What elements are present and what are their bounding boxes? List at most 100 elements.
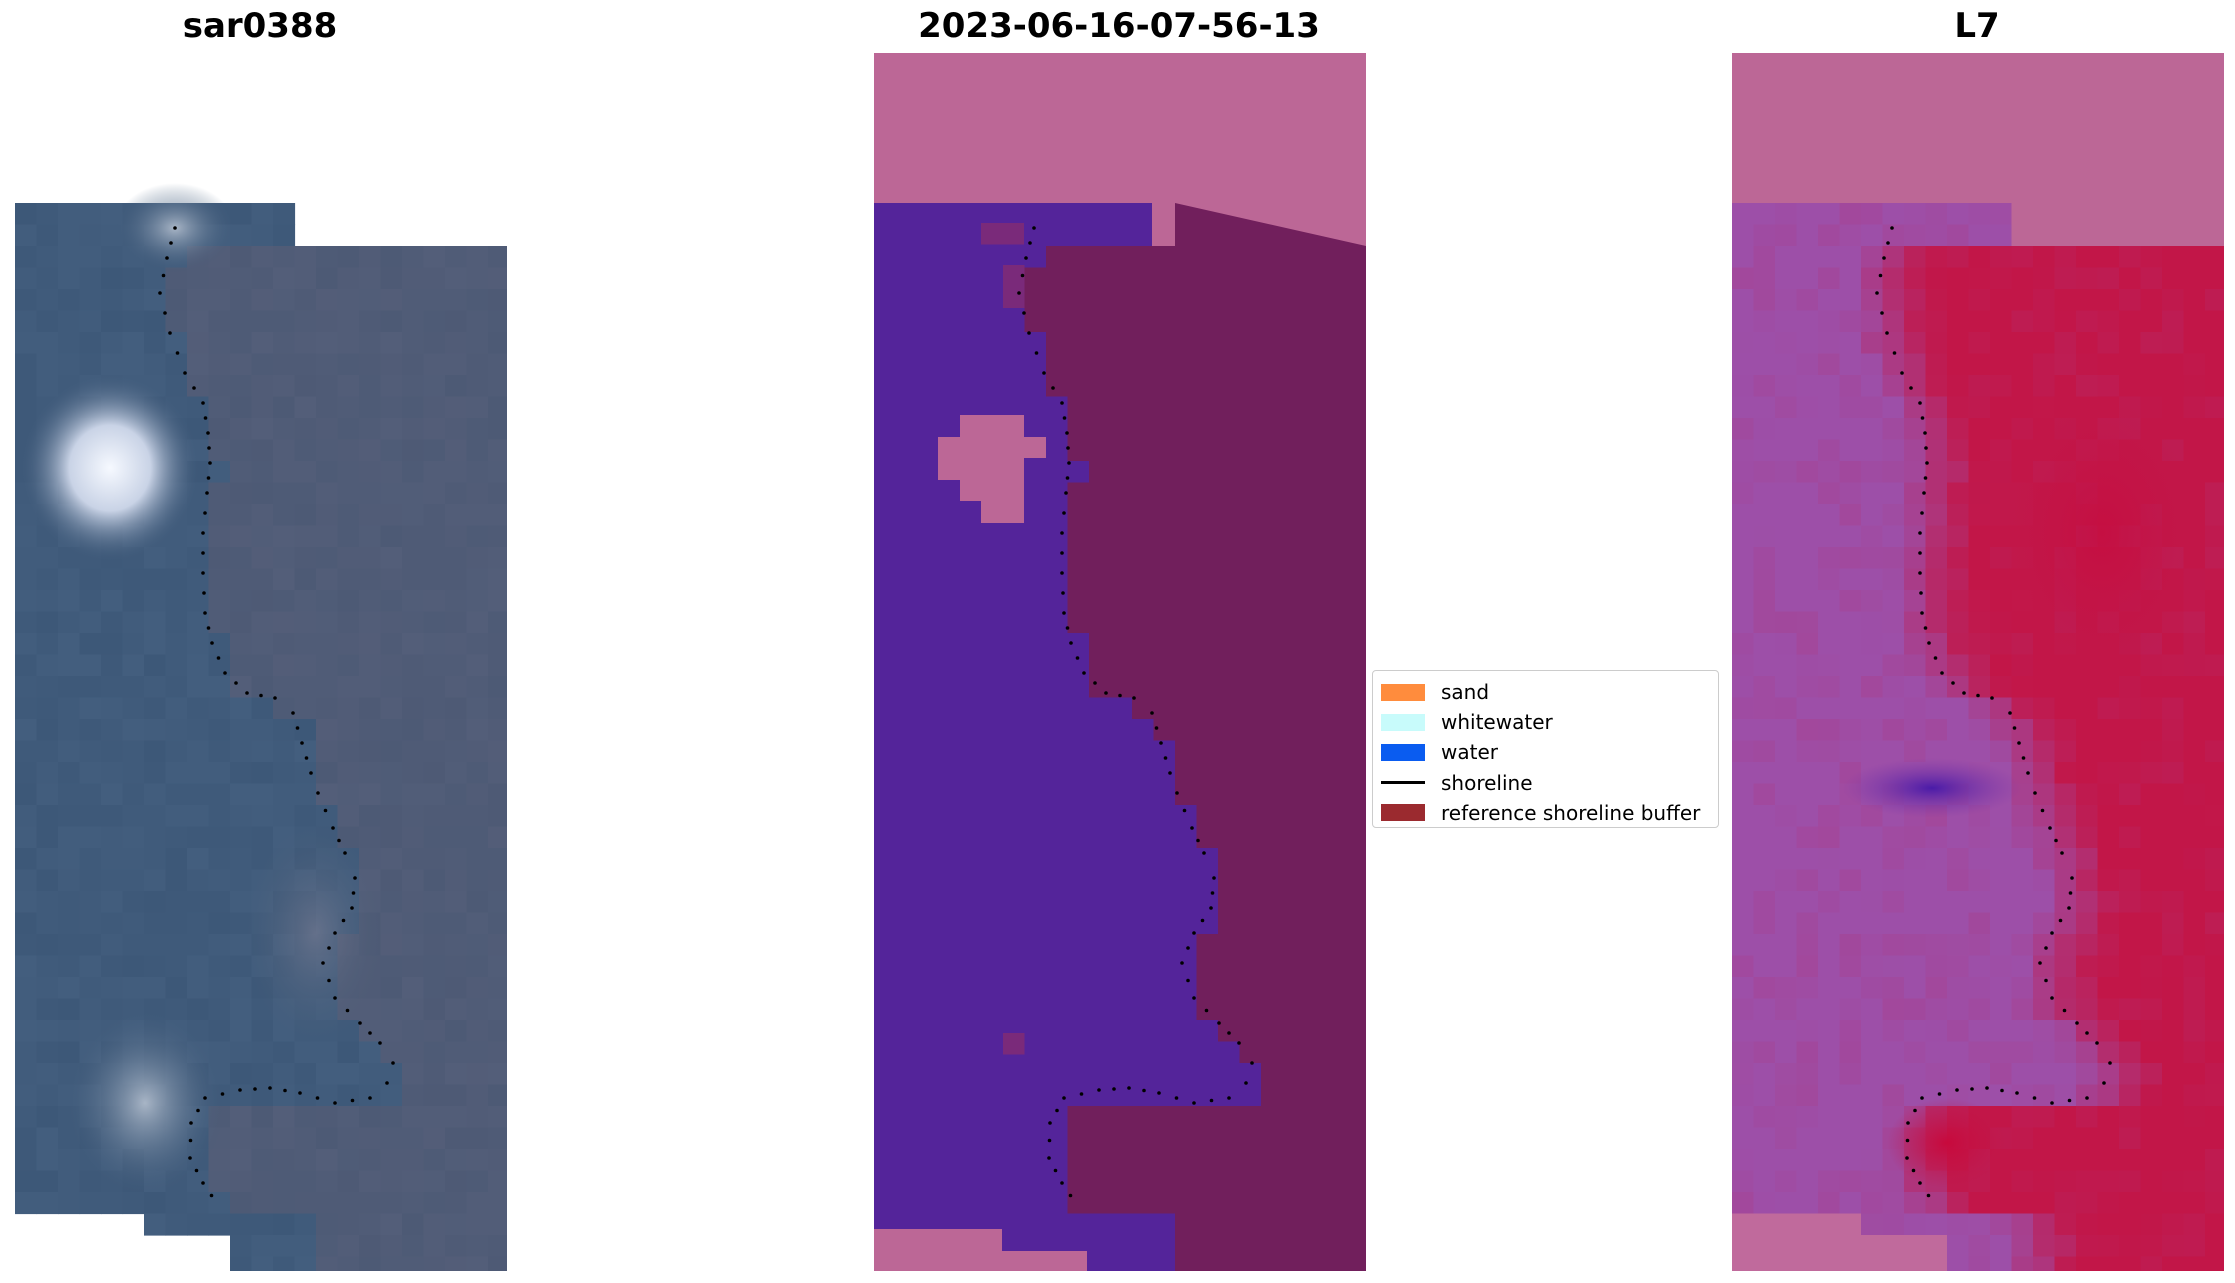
image-pixel xyxy=(2205,461,2224,484)
image-pixel xyxy=(1796,1041,1819,1064)
shoreline-point xyxy=(1061,591,1065,595)
image-pixel xyxy=(1904,719,1927,742)
image-pixel xyxy=(165,912,188,935)
shoreline-dots xyxy=(158,226,395,1198)
image-pixel xyxy=(208,418,231,441)
image-pixel xyxy=(2097,1063,2120,1086)
image-pixel xyxy=(1818,998,1841,1021)
image-pixel xyxy=(1968,547,1991,570)
image-pixel xyxy=(2162,1149,2185,1172)
image-pixel xyxy=(1796,1170,1819,1193)
shoreline-point xyxy=(1028,241,1032,245)
shoreline-point xyxy=(1060,401,1064,405)
image-pixel xyxy=(1818,1192,1841,1215)
image-pixel xyxy=(251,246,274,269)
image-pixel xyxy=(2119,1170,2142,1193)
shoreline-point xyxy=(1065,476,1070,480)
image-pixel xyxy=(488,504,507,527)
image-pixel xyxy=(2140,1020,2163,1043)
image-pixel xyxy=(1732,848,1755,871)
shoreline-point xyxy=(1163,756,1168,760)
image-pixel xyxy=(337,525,360,548)
image-pixel xyxy=(36,1170,59,1193)
image-pixel xyxy=(1968,633,1991,656)
image-pixel xyxy=(1990,912,2013,935)
image-pixel xyxy=(58,912,81,935)
image-pixel xyxy=(1796,396,1819,419)
image-pixel xyxy=(1882,568,1905,591)
image-pixel xyxy=(79,869,102,892)
image-pixel xyxy=(2140,1084,2163,1107)
shoreline-point xyxy=(1174,1096,1179,1100)
image-pixel xyxy=(2140,740,2163,763)
image-pixel xyxy=(466,439,489,462)
image-pixel xyxy=(208,461,231,484)
image-pixel xyxy=(1753,611,1776,634)
image-pixel xyxy=(1925,547,1948,570)
image-pixel xyxy=(1796,482,1819,505)
nodata-pixel xyxy=(1775,1213,1798,1236)
image-pixel xyxy=(2076,697,2099,720)
image-pixel xyxy=(1882,676,1905,699)
image-pixel xyxy=(2162,1192,2185,1215)
image-pixel xyxy=(2205,1235,2224,1258)
image-pixel xyxy=(337,547,360,570)
image-pixel xyxy=(402,1213,425,1236)
image-pixel xyxy=(2033,783,2056,806)
image-pixel xyxy=(36,633,59,656)
shoreline-point xyxy=(309,771,313,775)
image-pixel xyxy=(1947,697,1970,720)
image-pixel xyxy=(1968,869,1991,892)
image-pixel xyxy=(1753,1192,1776,1215)
image-pixel xyxy=(380,246,403,269)
image-pixel xyxy=(230,891,253,914)
image-pixel xyxy=(1753,848,1776,871)
image-pixel xyxy=(445,719,468,742)
image-pixel xyxy=(2097,719,2120,742)
image-pixel xyxy=(1753,375,1776,398)
image-pixel xyxy=(36,1041,59,1064)
shoreline-point xyxy=(1047,1156,1051,1160)
image-pixel xyxy=(144,977,167,1000)
image-pixel xyxy=(273,547,296,570)
shoreline-point xyxy=(1051,386,1055,390)
image-pixel xyxy=(445,998,468,1021)
image-pixel xyxy=(2183,783,2206,806)
image-pixel xyxy=(273,1213,296,1236)
image-pixel xyxy=(251,1192,274,1215)
image-pixel xyxy=(316,461,339,484)
image-pixel xyxy=(1990,1256,2013,1271)
image-pixel xyxy=(101,783,124,806)
image-pixel xyxy=(1818,805,1841,828)
image-pixel xyxy=(1753,912,1776,935)
image-pixel xyxy=(2097,740,2120,763)
image-pixel xyxy=(1753,504,1776,527)
shoreline-point xyxy=(1937,1092,1942,1096)
shoreline-point xyxy=(1062,416,1067,420)
image-pixel xyxy=(1732,611,1755,634)
image-pixel xyxy=(488,719,507,742)
image-pixel xyxy=(1968,977,1991,1000)
image-pixel xyxy=(144,762,167,785)
image-pixel xyxy=(1818,1127,1841,1150)
image-pixel xyxy=(1839,310,1862,333)
image-pixel xyxy=(251,805,274,828)
image-pixel xyxy=(2033,719,2056,742)
image-pixel xyxy=(488,955,507,978)
image-pixel xyxy=(1861,977,1884,1000)
image-pixel xyxy=(1925,998,1948,1021)
image-pixel xyxy=(2076,740,2099,763)
image-pixel xyxy=(2076,1020,2099,1043)
cloud-patch-top xyxy=(20,373,200,563)
image-pixel xyxy=(2205,590,2224,613)
shoreline-point xyxy=(1920,1096,1924,1100)
image-pixel xyxy=(1839,869,1862,892)
image-pixel xyxy=(251,375,274,398)
shoreline-point xyxy=(1082,671,1086,675)
image-pixel xyxy=(1775,353,1798,376)
image-pixel xyxy=(58,289,81,312)
image-pixel xyxy=(251,719,274,742)
image-pixel xyxy=(165,848,188,871)
image-pixel xyxy=(1839,826,1862,849)
image-pixel xyxy=(1947,353,1970,376)
